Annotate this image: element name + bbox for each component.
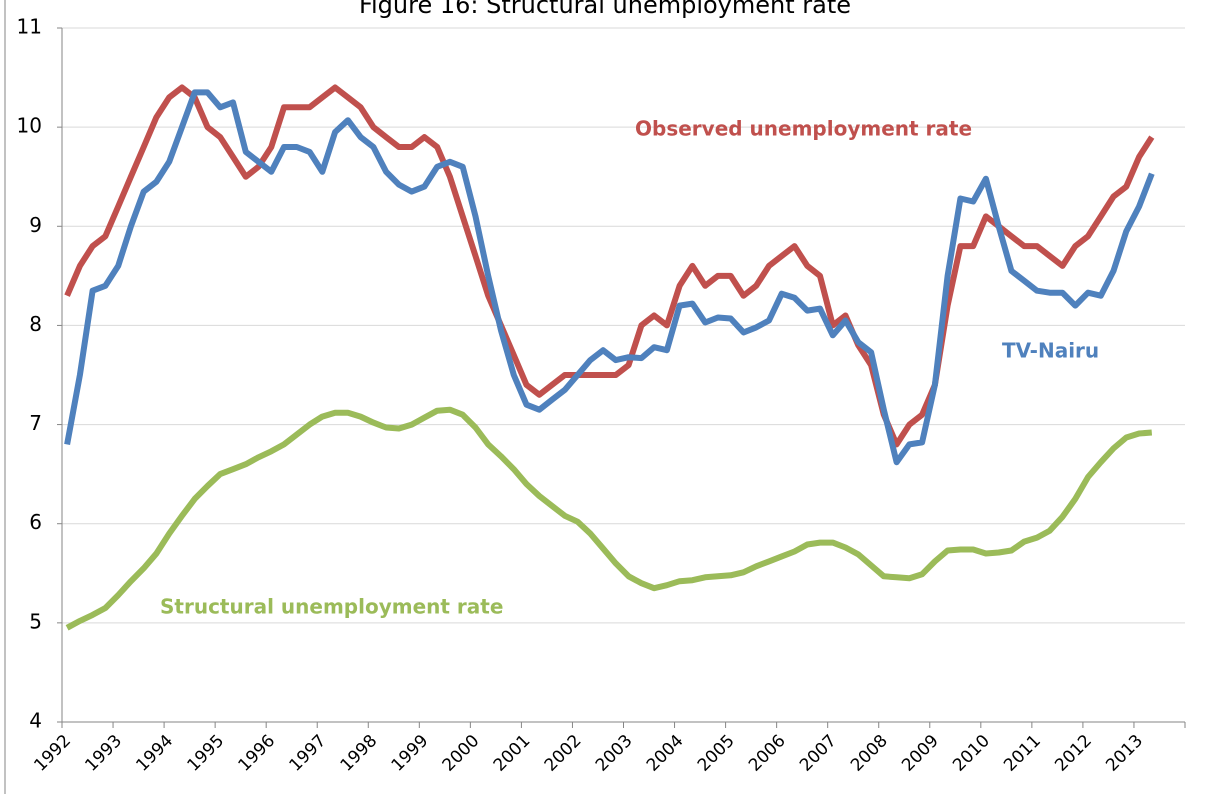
y-tick-label: 5 [29,609,42,633]
x-tick-label: 2001 [490,731,535,776]
x-tick-label: 1992 [30,731,75,776]
y-tick-label: 11 [17,15,42,39]
x-tick-label: 2005 [694,731,739,776]
chart-title: Figure 16: Structural unemployment rate [359,0,851,19]
x-tick-label: 2002 [541,731,586,776]
series-line [65,406,1153,631]
x-tick-label: 2000 [439,731,484,776]
x-tick-label: 1993 [81,731,126,776]
series-line [64,84,1155,448]
series-label: Observed unemployment rate [635,117,972,141]
y-tick-label: 9 [29,213,42,237]
y-tick-label: 6 [29,510,42,534]
y-tick-label: 8 [29,312,42,336]
series-line [64,89,1155,466]
x-tick-label: 1997 [286,731,331,776]
x-tick-label: 2010 [949,731,994,776]
x-tick-label: 2003 [592,731,637,776]
x-tick-label: 2013 [1102,731,1147,776]
x-tick-label: 2006 [745,731,790,776]
x-tick-label: 2009 [898,731,943,776]
x-tick-label: 1998 [337,731,382,776]
series-label: Structural unemployment rate [160,595,503,619]
x-tick-label: 2012 [1051,731,1096,776]
x-tick-label: 1994 [132,731,177,776]
y-tick-label: 4 [29,709,42,733]
x-tick-label: 2004 [643,731,688,776]
x-tick-label: 2008 [847,731,892,776]
x-tick-label: 2007 [796,731,841,776]
x-tick-label: 1995 [183,731,228,776]
series-label: TV-Nairu [1002,339,1099,363]
x-tick-label: 1999 [388,731,433,776]
x-tick-label: 1996 [235,731,280,776]
x-tick-label: 2011 [1000,731,1045,776]
y-tick-label: 10 [17,114,42,138]
y-tick-label: 7 [29,411,42,435]
